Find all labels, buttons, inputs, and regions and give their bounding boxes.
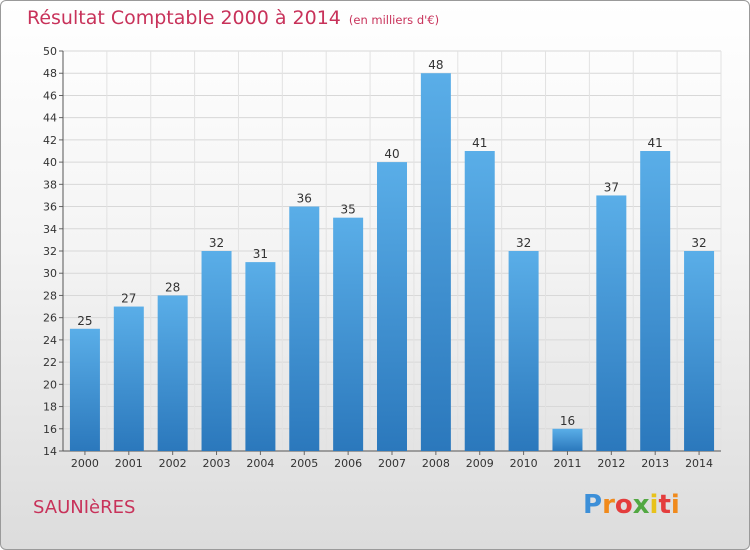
bar xyxy=(289,206,320,451)
x-tick-label: 2005 xyxy=(290,457,318,470)
x-tick-label: 2003 xyxy=(203,457,231,470)
x-tick-label: 2010 xyxy=(510,457,538,470)
data-label: 36 xyxy=(297,192,312,206)
logo-letter: t xyxy=(658,490,671,520)
y-tick-label: 36 xyxy=(43,201,57,214)
bar xyxy=(201,251,232,451)
data-label: 37 xyxy=(604,180,619,194)
logo-letter: r xyxy=(602,490,615,520)
y-tick-label: 48 xyxy=(43,67,57,80)
y-tick-label: 20 xyxy=(43,378,57,391)
logo-letter: i xyxy=(649,490,659,520)
x-tick-label: 2006 xyxy=(334,457,362,470)
data-label: 32 xyxy=(691,236,706,250)
x-tick-label: 2011 xyxy=(553,457,581,470)
data-label: 41 xyxy=(648,136,663,150)
chart-title-text: Résultat Comptable 2000 à 2014 xyxy=(27,7,341,29)
chart-subtitle: (en milliers d'€) xyxy=(348,13,440,27)
y-tick-label: 24 xyxy=(43,334,57,347)
data-label: 25 xyxy=(77,314,92,328)
data-label: 35 xyxy=(340,203,355,217)
y-tick-label: 44 xyxy=(43,112,57,125)
y-tick-label: 26 xyxy=(43,312,57,325)
x-tick-label: 2014 xyxy=(685,457,713,470)
x-tick-label: 2013 xyxy=(641,457,669,470)
bar xyxy=(377,162,407,451)
y-tick-label: 16 xyxy=(43,423,57,436)
data-label: 31 xyxy=(253,247,268,261)
data-label: 40 xyxy=(384,147,399,161)
logo-letter: o xyxy=(614,490,633,520)
x-tick-label: 2009 xyxy=(466,457,494,470)
x-tick-label: 2007 xyxy=(378,457,406,470)
data-label: 28 xyxy=(165,280,180,294)
logo-letter: x xyxy=(632,490,650,520)
y-tick-label: 40 xyxy=(43,156,57,169)
x-tick-label: 2008 xyxy=(422,457,450,470)
y-tick-label: 38 xyxy=(43,178,57,191)
bar xyxy=(596,195,627,451)
x-tick-label: 2001 xyxy=(115,457,143,470)
bar xyxy=(157,295,188,451)
data-label: 16 xyxy=(560,414,575,428)
labels: 14 16 18 20 22 24 26 28 30 32 34 36 38 40 42 44 46 48 50 25… xyxy=(43,45,713,470)
bar xyxy=(245,262,276,451)
logo-letter: i xyxy=(670,490,680,520)
data-label: 32 xyxy=(516,236,531,250)
commune-name: SAUNIèRES xyxy=(33,497,136,518)
x-tick-label: 2012 xyxy=(597,457,625,470)
proxiti-logo: Proxiti xyxy=(583,490,680,520)
data-label: 27 xyxy=(121,292,136,306)
data-label: 32 xyxy=(209,236,224,250)
y-tick-label: 50 xyxy=(43,45,57,58)
y-tick-label: 32 xyxy=(43,245,57,258)
bar xyxy=(684,251,715,451)
bar xyxy=(113,306,144,451)
bars xyxy=(69,73,715,451)
bar xyxy=(640,151,671,451)
chart-title: Résultat Comptable 2000 à 2014 (en millie… xyxy=(27,7,439,29)
y-tick-label: 30 xyxy=(43,267,57,280)
x-tick-label: 2002 xyxy=(159,457,187,470)
bar xyxy=(420,73,451,451)
bar xyxy=(69,328,100,451)
y-tick-label: 14 xyxy=(43,445,57,458)
bar xyxy=(508,251,539,451)
y-tick-label: 28 xyxy=(43,289,57,302)
x-tick-label: 2004 xyxy=(246,457,274,470)
bar xyxy=(464,151,495,451)
data-label: 48 xyxy=(428,58,443,72)
y-tick-label: 22 xyxy=(43,356,57,369)
x-tick-label: 2000 xyxy=(71,457,99,470)
logo-letter: P xyxy=(583,490,603,520)
y-tick-label: 42 xyxy=(43,134,57,147)
y-tick-label: 34 xyxy=(43,223,57,236)
data-label: 41 xyxy=(472,136,487,150)
bar xyxy=(333,217,364,451)
y-tick-label: 18 xyxy=(43,401,57,414)
bar xyxy=(552,428,583,451)
y-tick-label: 46 xyxy=(43,89,57,102)
